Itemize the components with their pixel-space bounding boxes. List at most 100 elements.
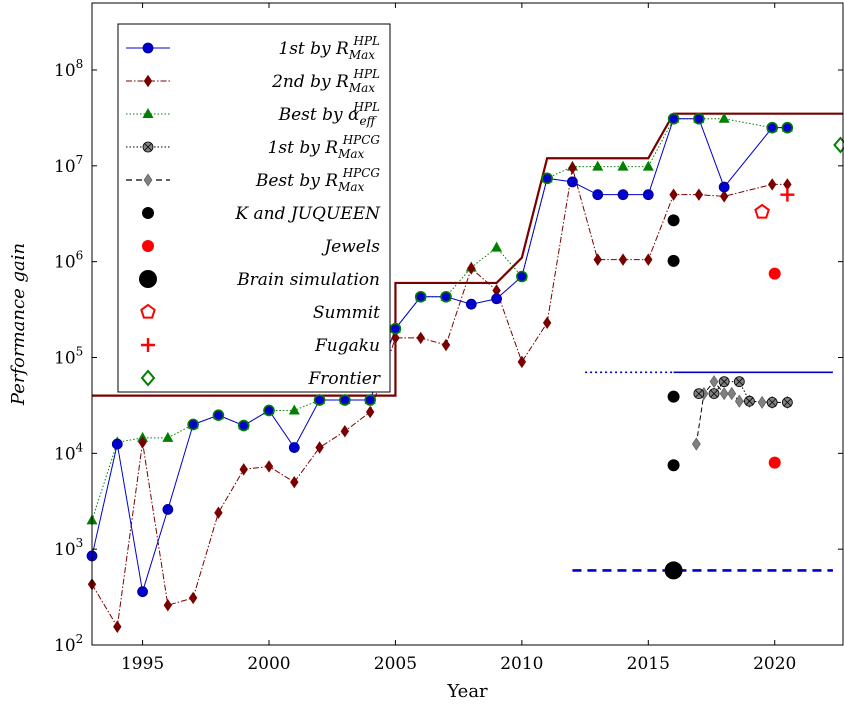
first-hpl-point: [766, 121, 778, 134]
first-hpl-point: [414, 290, 427, 303]
best-alpha-point: [162, 431, 174, 442]
second-hpl-point: [163, 599, 173, 612]
second-hpl-point: [214, 506, 223, 519]
best-alpha-point: [288, 404, 300, 415]
legend-box: [117, 23, 391, 393]
legend-swatch-marker: [143, 74, 153, 88]
first-hpl-point: [212, 409, 225, 421]
first-hpl-point: [187, 418, 199, 431]
k-juqueen-point: [667, 254, 680, 267]
second-hpl-point: [492, 284, 501, 297]
first-hpcg-point: [766, 396, 778, 408]
fugaku-point: [780, 187, 795, 202]
second-hpl-point: [517, 355, 527, 369]
legend-label: Best by αeffHPL: [278, 100, 380, 128]
second-hpl-point: [644, 253, 653, 266]
best-hpcg-point: [691, 437, 701, 451]
first-hpcg-point: [718, 376, 730, 388]
first-hpcg-point: [733, 376, 745, 388]
legend-swatch-marker: [142, 240, 154, 252]
best-hpcg-point: [727, 387, 737, 401]
second-hpl-point: [365, 405, 375, 419]
first-hpl-point: [781, 121, 794, 134]
k-juqueen-point: [667, 390, 680, 403]
legend-item-frontier: Frontier: [140, 369, 381, 389]
jewels-point: [768, 456, 781, 469]
second-hpl-point: [239, 463, 248, 476]
frontier-point: [833, 136, 844, 154]
x-axis-title: Year: [446, 681, 488, 702]
legend-label: 1st by RMaxHPL: [278, 34, 380, 62]
y-tick-label: 104: [54, 440, 84, 464]
legend-label: Frontier: [307, 369, 380, 389]
y-tick-label: 107: [54, 153, 83, 177]
x-tick-label: 2005: [374, 654, 417, 674]
second-hpl-point: [315, 441, 324, 454]
summit-point: [754, 203, 770, 219]
legend-item-first_hpcg: 1st by RMaxHPCG: [126, 133, 380, 161]
second-hpl-point: [138, 436, 147, 449]
tick-layer: 1995 2000 2005 2010 2015 2020 102 103 104 105 106 1…: [54, 3, 843, 674]
best-hpcg-point: [719, 387, 729, 401]
first-hpl-point: [440, 290, 452, 303]
legend-swatch-marker: [142, 207, 154, 219]
legend-item-best_alpha: Best by αeffHPL: [126, 100, 380, 128]
first-hpl-point: [137, 586, 148, 598]
legend-item-first_hpl: 1st by RMaxHPL: [126, 34, 380, 62]
second-hpl-point: [542, 316, 552, 330]
data-layer: [86, 112, 844, 633]
first-hpl-point: [516, 270, 528, 283]
legend-swatch-marker: [140, 303, 156, 319]
legend: 1st by RMaxHPL 2nd by RMaxHPL Best by αeff…: [117, 23, 391, 393]
jewels-point: [768, 267, 781, 280]
best-alpha-point: [617, 160, 629, 171]
first-hpl-point: [617, 189, 629, 201]
second-hpl-point: [264, 460, 274, 473]
legend-swatch-marker: [141, 338, 155, 352]
k-juqueen-point: [667, 459, 680, 472]
first-hpl-point: [389, 322, 402, 335]
second-hpl-point: [767, 178, 777, 191]
second-hpl-point: [783, 178, 792, 191]
first-hpl-point: [288, 442, 300, 453]
legend-swatch-marker: [142, 42, 154, 54]
first-hpcg-point: [781, 396, 793, 408]
legend-item-best_hpcg: Best by RMaxHPCG: [126, 166, 380, 194]
legend-label: 1st by RMaxHPCG: [268, 133, 381, 161]
first-hpl-point: [162, 503, 174, 515]
legend-label: 2nd by RMaxHPL: [271, 67, 380, 95]
brain-simulation-point: [664, 561, 683, 580]
rmax-envelope-line: [92, 112, 843, 397]
legend-item-fugaku: Fugaku: [141, 336, 380, 356]
legend-swatch-marker: [142, 141, 154, 153]
legend-item-jewels: Jewels: [142, 237, 380, 257]
second-hpl-point: [719, 190, 729, 203]
legend-swatch-marker: [142, 108, 154, 118]
legend-item-second_hpl: 2nd by RMaxHPL: [126, 67, 380, 95]
legend-swatch-marker: [139, 270, 157, 288]
x-tick-label: 2010: [500, 654, 543, 674]
legend-item-brain: Brain simulation: [139, 270, 380, 290]
legend-label: Brain simulation: [236, 270, 380, 290]
legend-label: Jewels: [321, 237, 380, 257]
second-hpl-line: [91, 167, 788, 629]
first-hpl-point: [667, 112, 680, 125]
x-tick-label: 2015: [627, 654, 670, 674]
y-tick-label: 102: [54, 632, 83, 656]
plot-frame: [91, 2, 844, 646]
best-alpha-point: [491, 241, 503, 252]
second-hpl-point: [694, 188, 704, 201]
first-hpl-point: [592, 189, 604, 201]
first-hpl-point: [465, 298, 477, 310]
legend-label: K and JUQUEEN: [234, 204, 381, 224]
legend-item-kjuqueen: K and JUQUEEN: [142, 204, 381, 224]
first-hpcg-point: [693, 388, 705, 399]
second-hpl-point: [618, 253, 628, 266]
x-tick-label: 1995: [121, 654, 164, 674]
second-hpl-point: [467, 262, 476, 275]
legend-label: Summit: [313, 303, 380, 323]
best-hpcg-point: [757, 395, 767, 409]
y-tick-label: 105: [54, 344, 83, 368]
first-hpl-point: [491, 293, 502, 305]
first-hpl-point: [642, 189, 654, 201]
